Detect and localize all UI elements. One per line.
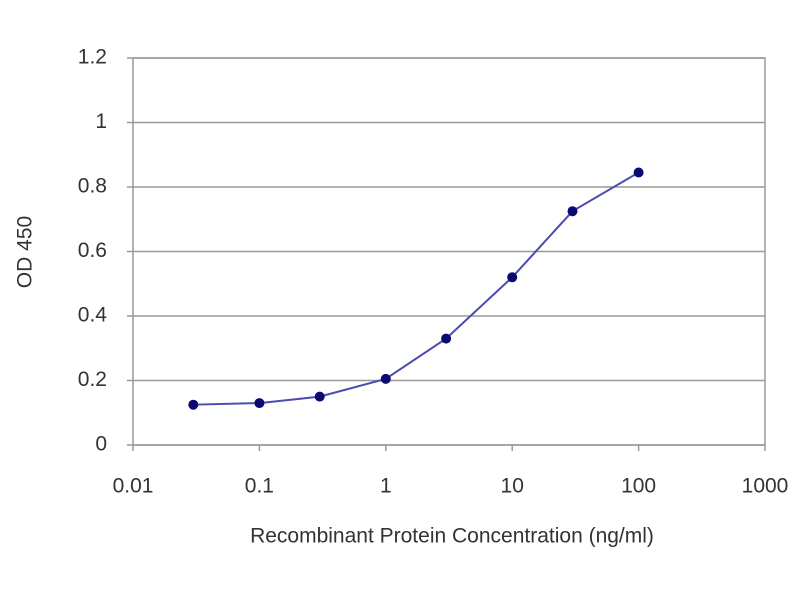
x-tick-label: 0.01 bbox=[113, 475, 154, 498]
x-tick-label: 1 bbox=[380, 475, 392, 498]
x-tick-label: 1000 bbox=[742, 475, 789, 498]
data-line bbox=[193, 171, 640, 406]
y-tick-label: 0.2 bbox=[78, 368, 107, 391]
y-tick-label: 0.6 bbox=[78, 239, 107, 262]
data-point bbox=[254, 398, 265, 409]
y-tick-label: 0.8 bbox=[78, 175, 107, 198]
data-point bbox=[380, 373, 391, 384]
data-point bbox=[507, 272, 518, 283]
data-point bbox=[314, 391, 325, 402]
y-tick-label: 0 bbox=[95, 433, 107, 456]
x-tick-label: 10 bbox=[501, 475, 524, 498]
y-tick-label: 0.4 bbox=[78, 304, 108, 327]
data-point bbox=[441, 333, 452, 344]
x-tick-label: 100 bbox=[621, 475, 656, 498]
data-point bbox=[633, 167, 644, 178]
x-axis-title: Recombinant Protein Concentration (ng/ml… bbox=[250, 525, 654, 548]
x-tick-label: 0.1 bbox=[245, 475, 274, 498]
y-tick-label: 1 bbox=[95, 110, 107, 133]
data-point bbox=[567, 206, 578, 217]
data-point bbox=[188, 399, 199, 410]
y-tick-label: 1.2 bbox=[78, 46, 107, 69]
y-axis-title: OD 450 bbox=[14, 216, 37, 288]
